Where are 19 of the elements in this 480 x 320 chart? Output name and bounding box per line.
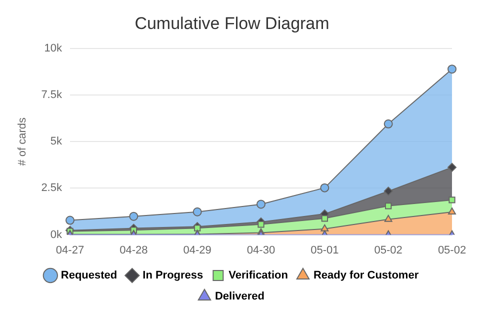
- x-tick-label: 05-02: [438, 244, 466, 256]
- x-tick-label: 04-30: [246, 244, 276, 256]
- x-tick-label: 05-02: [374, 244, 402, 256]
- y-tick-label: 10k: [44, 42, 62, 54]
- x-tick-label: 04-27: [56, 244, 84, 256]
- y-axis-title: # of cards: [16, 116, 29, 166]
- y-tick-label: 7.5k: [41, 89, 62, 102]
- y-tick-label: 2.5k: [41, 182, 62, 194]
- legend-label: Ready for Customer: [313, 270, 420, 282]
- x-tick-label: 04-28: [120, 244, 148, 256]
- legend-label: Delivered: [214, 290, 265, 303]
- x-tick-label: 04-29: [183, 244, 212, 256]
- y-tick-label: 5k: [50, 136, 62, 148]
- legend-label: Verification: [228, 270, 288, 282]
- legend-label: Requested: [60, 270, 118, 282]
- legend-label: In Progress: [142, 270, 204, 282]
- y-tick-label: 0k: [50, 228, 62, 241]
- chart-title: Cumulative Flow Diagram: [134, 14, 330, 33]
- x-tick-label: 05-01: [310, 244, 339, 256]
